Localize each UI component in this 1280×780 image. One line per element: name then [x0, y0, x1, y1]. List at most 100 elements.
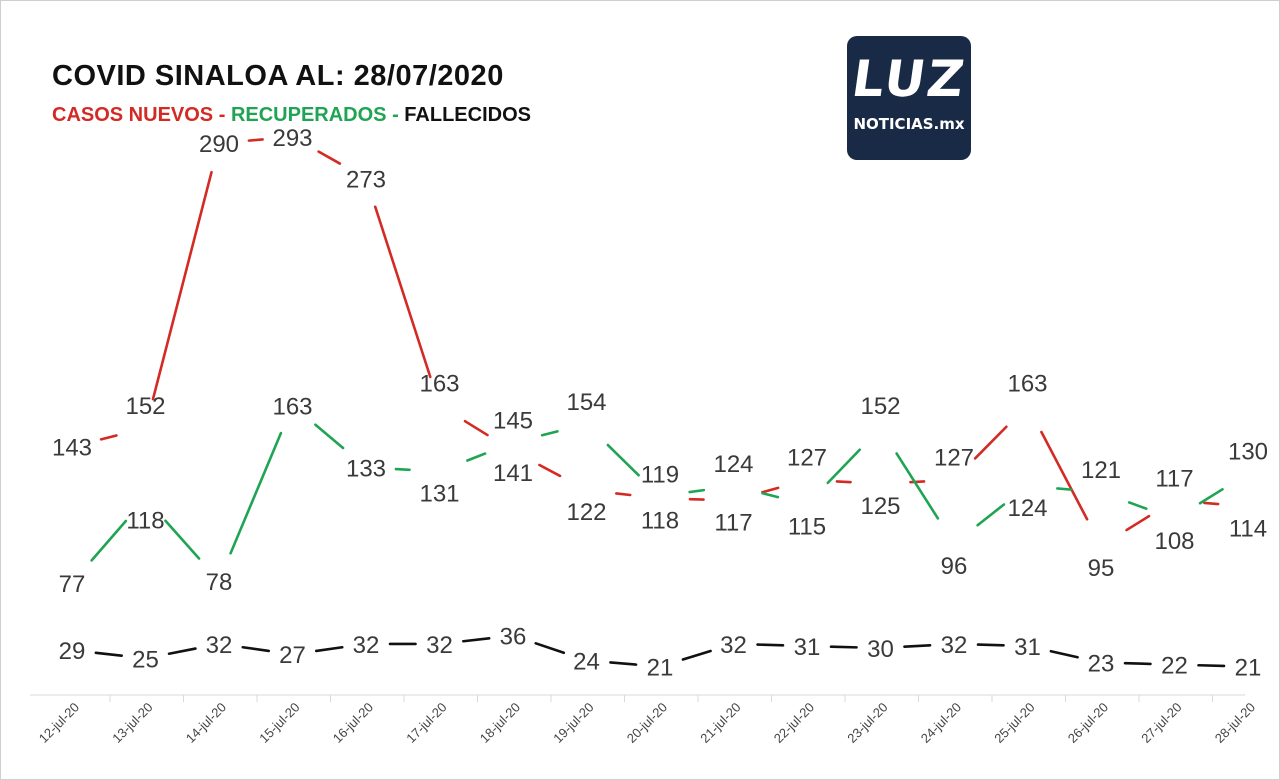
data-label: 23: [1088, 651, 1115, 678]
data-label: 30: [867, 636, 894, 663]
series-line-segment: [167, 647, 197, 656]
series-line-segment: [609, 661, 638, 666]
x-tick-label: 13-jul-20: [109, 700, 155, 746]
data-label: 117: [714, 509, 752, 536]
series-line-segment: [1056, 487, 1073, 491]
series-line-segment: [229, 431, 283, 555]
data-label: 143: [52, 435, 92, 462]
series-line-segment: [241, 645, 271, 653]
x-tick-label: 16-jul-20: [330, 700, 376, 746]
data-label: 122: [566, 499, 606, 526]
series-line-segment: [317, 150, 342, 165]
data-label: 96: [941, 553, 968, 580]
series-line-segment: [829, 645, 858, 649]
series-line-segment: [394, 467, 411, 472]
data-label: 127: [787, 445, 827, 472]
series-line-segment: [976, 643, 1005, 647]
x-tick-label: 27-jul-20: [1138, 700, 1184, 746]
series-line-segment: [1049, 649, 1079, 659]
x-tick-label: 20-jul-20: [624, 700, 670, 746]
legend-recuperados: RECUPERADOS: [230, 104, 387, 126]
series-line-segment: [1123, 661, 1152, 666]
series-line-segment: [606, 443, 640, 477]
data-label: 163: [1007, 370, 1047, 397]
data-label: 163: [419, 370, 459, 397]
x-tick-label: 28-jul-20: [1212, 700, 1258, 746]
x-tick-label: 25-jul-20: [991, 700, 1037, 746]
data-label: 290: [199, 131, 239, 158]
data-label: 152: [860, 393, 900, 420]
series-line-segment: [973, 425, 1008, 460]
x-tick-label: 24-jul-20: [918, 700, 964, 746]
data-label: 36: [500, 624, 527, 651]
data-label: 118: [641, 507, 679, 534]
series-line-segment: [164, 519, 201, 560]
x-tick-label: 18-jul-20: [477, 700, 523, 746]
x-tick-label: 14-jul-20: [183, 700, 229, 746]
data-label: 124: [713, 451, 753, 478]
x-tick-label: 26-jul-20: [1065, 700, 1111, 746]
data-label: 163: [272, 393, 312, 420]
x-tick-label: 22-jul-20: [771, 700, 817, 746]
x-tick-label: 17-jul-20: [403, 700, 449, 746]
series-line-segment: [540, 430, 559, 437]
data-label: 145: [493, 408, 533, 435]
series-line-segment: [761, 486, 780, 494]
data-label: 78: [206, 569, 233, 596]
series-line-segment: [1040, 430, 1089, 521]
data-label: 32: [426, 632, 453, 659]
series-line-segment: [826, 448, 862, 485]
data-label: 108: [1154, 528, 1194, 555]
data-label: 29: [59, 638, 86, 665]
data-label: 127: [934, 445, 974, 472]
series-line-segment: [466, 452, 487, 462]
chart-title: COVID SINALOA AL: 28/07/2020: [52, 60, 504, 92]
data-label: 24: [573, 648, 600, 675]
data-label: 32: [941, 632, 968, 659]
legend-casos-nuevos: CASOS NUEVOS: [52, 104, 214, 126]
data-label: 293: [272, 125, 312, 152]
series-line-segment: [835, 480, 852, 484]
luz-noticias-logo: LUZ NOTICIAS.mx: [847, 36, 971, 160]
data-label: 130: [1228, 439, 1268, 466]
series-line-segment: [99, 434, 118, 441]
series-line-segment: [373, 205, 432, 379]
x-tick-label: 12-jul-20: [36, 700, 82, 746]
series-line-segment: [976, 503, 1006, 527]
data-label: 27: [279, 642, 306, 669]
series-line-segment: [463, 419, 489, 437]
data-label: 152: [125, 393, 165, 420]
series-line-segment: [1197, 663, 1226, 668]
series-line-segment: [314, 645, 344, 653]
data-label: 32: [206, 632, 233, 659]
data-label: 77: [59, 571, 86, 598]
data-label: 125: [860, 493, 900, 520]
data-label: 21: [1235, 655, 1262, 682]
data-label: 124: [1007, 495, 1047, 522]
series-line-segment: [903, 643, 932, 649]
legend-separator: -: [213, 104, 231, 126]
data-label: 32: [720, 632, 747, 659]
x-tick-label: 19-jul-20: [550, 700, 596, 746]
legend-separator: -: [386, 104, 405, 126]
series-line-segment: [909, 480, 926, 484]
x-tick-label: 21-jul-20: [697, 700, 743, 746]
data-label: 117: [1155, 465, 1193, 492]
data-label: 115: [788, 514, 826, 541]
series-line-segment: [247, 138, 264, 142]
data-label: 273: [346, 166, 386, 193]
data-label: 25: [132, 646, 159, 673]
series-line-segment: [314, 423, 345, 450]
data-label: 133: [346, 455, 386, 482]
x-tick-label: 23-jul-20: [844, 700, 890, 746]
series-line-segment: [681, 649, 712, 661]
series-line-segment: [1203, 501, 1220, 506]
series-line-segment: [1198, 488, 1224, 505]
data-label: 154: [566, 389, 606, 416]
x-tick-label: 15-jul-20: [256, 700, 302, 746]
series-legend: CASOS NUEVOS - RECUPERADOS - FALLECIDOS: [52, 104, 531, 127]
series-line-segment: [761, 491, 780, 499]
series-line-segment: [1125, 514, 1151, 532]
legend-fallecidos: FALLECIDOS: [404, 104, 531, 126]
